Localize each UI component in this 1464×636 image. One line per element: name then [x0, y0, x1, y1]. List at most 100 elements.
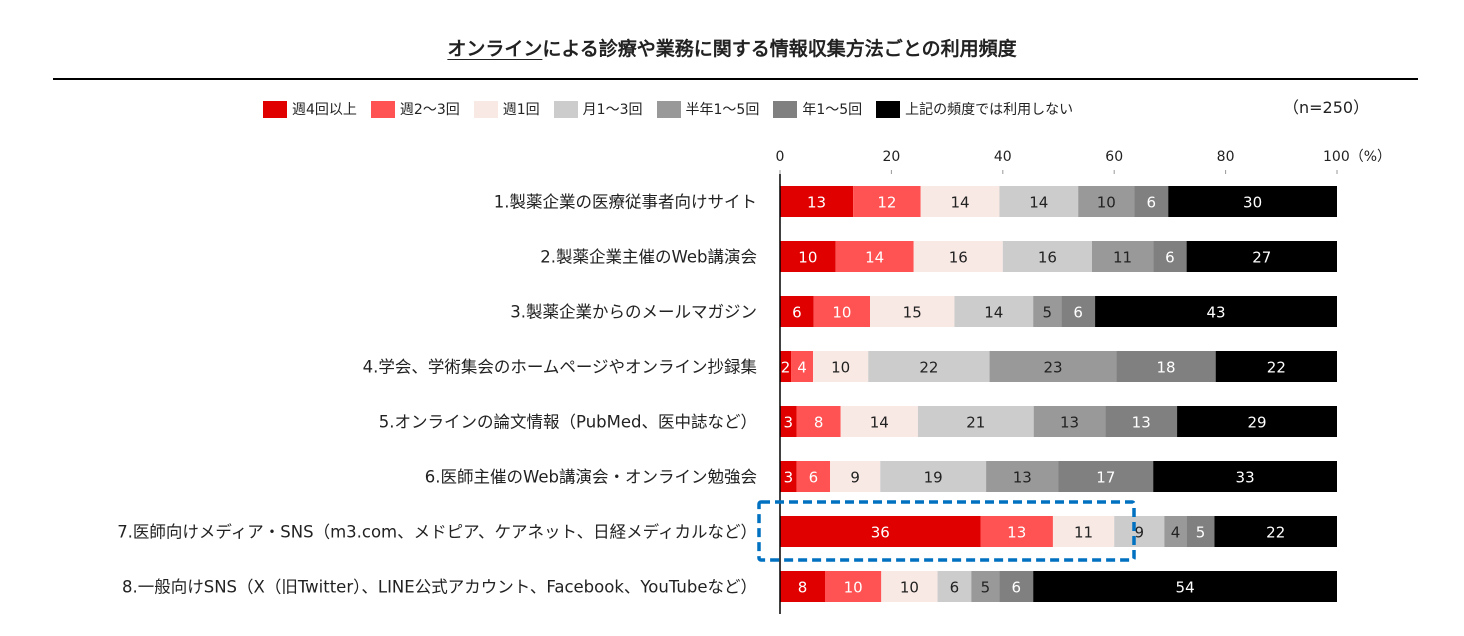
- bar-segment: [1177, 406, 1337, 437]
- legend-label: 週1回: [502, 102, 540, 118]
- data-label: 12: [877, 194, 896, 212]
- legend-swatch: [553, 100, 578, 118]
- category-label: 8.一般向けSNS（X（旧Twitter）、LINE公式アカウント、Facebo…: [122, 578, 757, 597]
- data-label: 14: [984, 304, 1003, 322]
- legend-item: 週1回: [473, 99, 540, 119]
- legend-swatch: [473, 100, 498, 118]
- bar-segment: [1002, 241, 1092, 272]
- data-label: 54: [1176, 579, 1195, 597]
- data-label: 23: [1043, 359, 1062, 377]
- bar-segment: [780, 516, 981, 547]
- x-tick-label: 100（%）: [1323, 149, 1391, 165]
- x-tick-label: 80: [1217, 149, 1235, 165]
- data-label: 13: [1013, 469, 1032, 487]
- data-label: 6: [1012, 579, 1022, 597]
- data-label: 8: [814, 414, 824, 432]
- data-label: 14: [950, 194, 969, 212]
- bar-segment: [853, 186, 921, 217]
- data-label: 22: [1266, 524, 1285, 542]
- data-label: 21: [966, 414, 985, 432]
- bar-segment: [870, 296, 955, 327]
- bar-segment: [1061, 296, 1096, 327]
- data-label: 6: [950, 579, 960, 597]
- legend-swatch: [656, 100, 681, 118]
- data-label: 3: [784, 469, 794, 487]
- data-label: 22: [1267, 359, 1286, 377]
- bar-segment: [1033, 571, 1337, 602]
- data-label: 4: [1171, 524, 1181, 542]
- category-label: 2.製薬企業主催のWeb講演会: [540, 248, 757, 267]
- category-label: 5.オンラインの論文情報（PubMed、医中誌など）: [379, 413, 757, 432]
- data-label: 10: [831, 359, 850, 377]
- bar-segment: [780, 351, 792, 382]
- data-label: 14: [870, 414, 889, 432]
- sample-size: （n=250）: [1283, 98, 1370, 117]
- bar-segment: [868, 351, 990, 382]
- bar-segment: [780, 186, 854, 217]
- data-label: 22: [919, 359, 938, 377]
- data-label: 9: [1134, 524, 1144, 542]
- legend-item: 半年1～5回: [656, 99, 760, 119]
- bar-segment: [791, 351, 814, 382]
- category-label: 4.学会、学術集会のホームページやオンライン抄録集: [363, 358, 757, 377]
- legend: 週4回以上 週2～3回 週1回 月1～3回 半年1～5回 年1～5回 上記の頻度では利用しな…: [263, 99, 1073, 119]
- data-label: 18: [1156, 359, 1175, 377]
- legend-swatch: [876, 100, 901, 118]
- category-label: 1.製薬企業の医療従事者向けサイト: [494, 193, 757, 212]
- bar-segment: [880, 461, 987, 492]
- bar-segment: [835, 241, 914, 272]
- x-tick-label: 20: [882, 149, 900, 165]
- category-label: 3.製薬企業からのメールマガジン: [510, 303, 757, 322]
- data-label: 6: [1165, 249, 1175, 267]
- data-label: 10: [1097, 194, 1116, 212]
- bar-segment: [1153, 461, 1337, 492]
- bar-segment: [813, 351, 869, 382]
- bar-segment: [1105, 406, 1178, 437]
- category-label: 7.医師向けメディア・SNS（m3.com、メドピア、ケアネット、日経メディカル…: [117, 522, 757, 542]
- legend-swatch: [370, 100, 395, 118]
- data-label: 43: [1206, 304, 1225, 322]
- bar-segment: [813, 296, 871, 327]
- bar-segment: [796, 406, 841, 437]
- bar-segment: [780, 296, 814, 327]
- x-tick-label: 0: [776, 149, 785, 165]
- data-label: 19: [924, 469, 943, 487]
- bar-segment: [830, 461, 881, 492]
- data-label: 13: [1060, 414, 1079, 432]
- bar-segment: [1095, 296, 1337, 327]
- title-underlined: オンライン: [447, 38, 543, 60]
- bar-segment: [937, 571, 972, 602]
- data-label: 6: [1147, 194, 1157, 212]
- bar-segment: [999, 571, 1034, 602]
- title-divider: [53, 78, 1418, 80]
- bar-segment: [989, 351, 1117, 382]
- bar-segment: [780, 406, 797, 437]
- bar-segment: [1052, 516, 1115, 547]
- data-label: 15: [903, 304, 922, 322]
- legend-label: 半年1～5回: [685, 102, 760, 118]
- data-label: 10: [844, 579, 863, 597]
- data-label: 14: [1029, 194, 1048, 212]
- data-label: 14: [865, 249, 884, 267]
- data-label: 27: [1252, 249, 1271, 267]
- bar-segment: [954, 296, 1034, 327]
- data-label: 2: [781, 359, 791, 377]
- data-label: 33: [1236, 469, 1255, 487]
- data-label: 10: [798, 249, 817, 267]
- data-label: 6: [809, 469, 819, 487]
- bar-segment: [1058, 461, 1154, 492]
- bar-segment: [1186, 516, 1215, 547]
- title-rest: による診療や業務に関する情報収集方法ごとの利用頻度: [542, 38, 1017, 60]
- legend-item: 年1～5回: [773, 99, 862, 119]
- bar-segment: [1134, 186, 1169, 217]
- legend-label: 年1～5回: [802, 102, 863, 118]
- legend-label: 月1～3回: [582, 102, 643, 118]
- data-label: 16: [949, 249, 968, 267]
- bar-segment: [1164, 516, 1187, 547]
- legend-item: 週2～3回: [370, 99, 460, 119]
- data-label: 13: [1132, 414, 1151, 432]
- bar-segment: [1114, 516, 1165, 547]
- bar-segment: [917, 406, 1034, 437]
- legend-swatch: [263, 100, 287, 118]
- legend-item: 週4回以上: [263, 99, 357, 119]
